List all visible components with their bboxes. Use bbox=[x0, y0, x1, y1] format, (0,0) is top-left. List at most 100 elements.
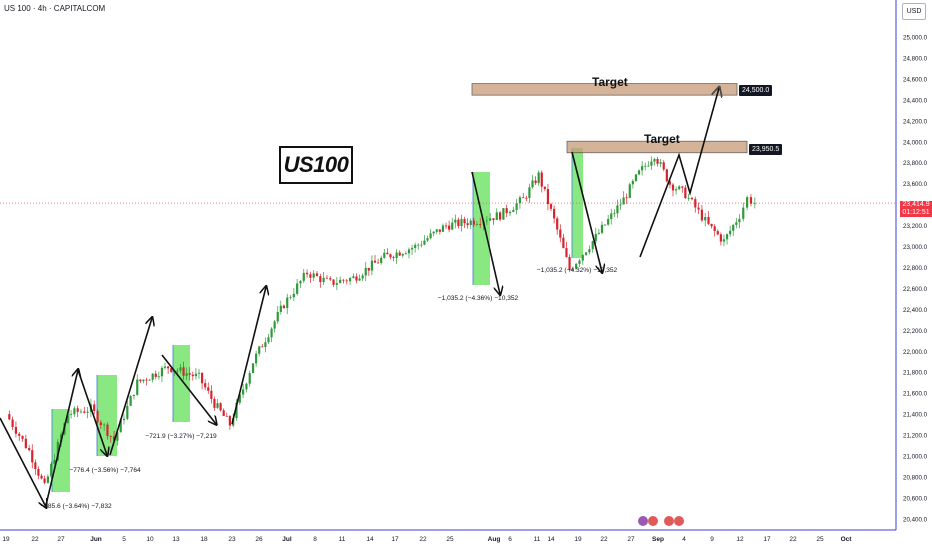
x-tick-label: 4 bbox=[682, 536, 686, 543]
candle-body bbox=[122, 418, 126, 421]
candle-body bbox=[299, 280, 302, 284]
candle-body bbox=[364, 267, 367, 276]
candle-body bbox=[167, 366, 170, 369]
candle-body bbox=[562, 237, 565, 249]
y-tick-label: 22,600.0 bbox=[903, 286, 928, 293]
candle-body bbox=[191, 374, 194, 377]
candle-body bbox=[377, 262, 380, 264]
candle-body bbox=[273, 321, 276, 329]
y-tick-label: 20,800.0 bbox=[903, 474, 928, 481]
candle-body bbox=[597, 232, 600, 234]
x-tick-label: 22 bbox=[789, 536, 797, 543]
x-tick-label: Aug bbox=[488, 536, 501, 543]
candle-body bbox=[129, 396, 132, 406]
y-tick-label: 24,400.0 bbox=[903, 97, 928, 104]
candle-body bbox=[684, 187, 687, 199]
x-tick-label: 22 bbox=[31, 536, 39, 543]
candle-body bbox=[21, 435, 24, 439]
candle-body bbox=[392, 257, 395, 259]
candle-body bbox=[139, 379, 142, 382]
x-tick-label: 5 bbox=[122, 536, 126, 543]
measurement-label: −785.6 (−3.64%) −7,832 bbox=[40, 503, 112, 510]
candle-body bbox=[163, 366, 167, 368]
candle-body bbox=[565, 248, 568, 257]
candle-body bbox=[463, 219, 466, 224]
candle-body bbox=[93, 404, 96, 412]
candle-body bbox=[647, 165, 650, 167]
candle-body bbox=[267, 337, 270, 343]
x-tick-label: 17 bbox=[391, 536, 399, 543]
y-tick-label: 22,000.0 bbox=[903, 349, 928, 356]
candle-body bbox=[681, 186, 684, 188]
us-flag-icon[interactable] bbox=[674, 516, 684, 526]
currency-button[interactable]: USD bbox=[902, 3, 926, 20]
candle-body bbox=[746, 197, 749, 208]
lightning-icon[interactable] bbox=[638, 516, 648, 526]
symbol-info: US 100 · 4h · CAPITALCOM bbox=[4, 4, 106, 13]
candle-body bbox=[417, 244, 420, 246]
x-tick-label: 6 bbox=[508, 536, 512, 543]
candle-body bbox=[398, 252, 401, 256]
candle-body bbox=[342, 279, 345, 281]
candle-body bbox=[188, 373, 191, 375]
x-tick-label: 14 bbox=[547, 536, 555, 543]
candle-body bbox=[28, 448, 31, 451]
candle-body bbox=[245, 383, 248, 390]
candle-body bbox=[495, 212, 498, 221]
candle-body bbox=[410, 247, 414, 250]
candle-body bbox=[469, 220, 472, 225]
candle-body bbox=[505, 208, 508, 214]
candle-body bbox=[282, 305, 286, 309]
us-flag-icon[interactable] bbox=[648, 516, 658, 526]
candle-body bbox=[543, 186, 546, 190]
x-tick-label: Jun bbox=[90, 536, 102, 543]
candle-body bbox=[157, 376, 160, 378]
candle-body bbox=[395, 252, 398, 259]
candle-body bbox=[479, 224, 482, 225]
candle-body bbox=[742, 207, 745, 219]
candle-body bbox=[512, 209, 515, 212]
candle-body bbox=[401, 254, 404, 256]
candle-body bbox=[508, 211, 512, 214]
us-flag-icon[interactable] bbox=[664, 516, 674, 526]
candle-body bbox=[678, 186, 681, 190]
candle-body bbox=[11, 419, 14, 427]
candle-body bbox=[522, 197, 525, 199]
y-tick-label: 25,000.0 bbox=[903, 35, 928, 42]
measurement-label: −721.9 (−3.27%) −7,219 bbox=[145, 433, 217, 440]
candle-body bbox=[219, 403, 222, 411]
candle-body bbox=[591, 241, 594, 250]
analysis-arrow bbox=[571, 151, 602, 272]
x-tick-label: 8 bbox=[313, 536, 317, 543]
x-tick-label: 22 bbox=[600, 536, 608, 543]
x-tick-label: Sep bbox=[652, 536, 664, 543]
candle-body bbox=[671, 184, 675, 191]
candle-body bbox=[644, 165, 647, 167]
candle-body bbox=[634, 174, 638, 181]
candle-body bbox=[309, 274, 312, 278]
candle-body bbox=[148, 379, 151, 381]
y-tick-label: 20,600.0 bbox=[903, 495, 928, 502]
candle-body bbox=[610, 213, 613, 220]
candle-body bbox=[668, 181, 672, 185]
candle-body bbox=[292, 293, 295, 298]
measurement-label: −1,035.2 (−4.36%) −10,352 bbox=[438, 295, 519, 302]
candle-body bbox=[34, 462, 37, 470]
candle-body bbox=[585, 252, 588, 255]
candle-body bbox=[656, 159, 659, 164]
candle-body bbox=[339, 279, 342, 284]
x-tick-label: Jul bbox=[282, 536, 292, 543]
candle-body bbox=[79, 411, 83, 413]
candle-body bbox=[24, 438, 27, 449]
analysis-arrow bbox=[161, 354, 216, 424]
candle-body bbox=[553, 208, 556, 219]
y-tick-label: 21,800.0 bbox=[903, 370, 928, 377]
candle-body bbox=[628, 184, 631, 198]
candle-body bbox=[631, 180, 634, 185]
candle-body bbox=[753, 203, 756, 205]
candle-body bbox=[600, 224, 604, 233]
y-tick-label: 21,400.0 bbox=[903, 412, 928, 419]
candle-body bbox=[713, 226, 716, 232]
candle-body bbox=[659, 162, 662, 164]
